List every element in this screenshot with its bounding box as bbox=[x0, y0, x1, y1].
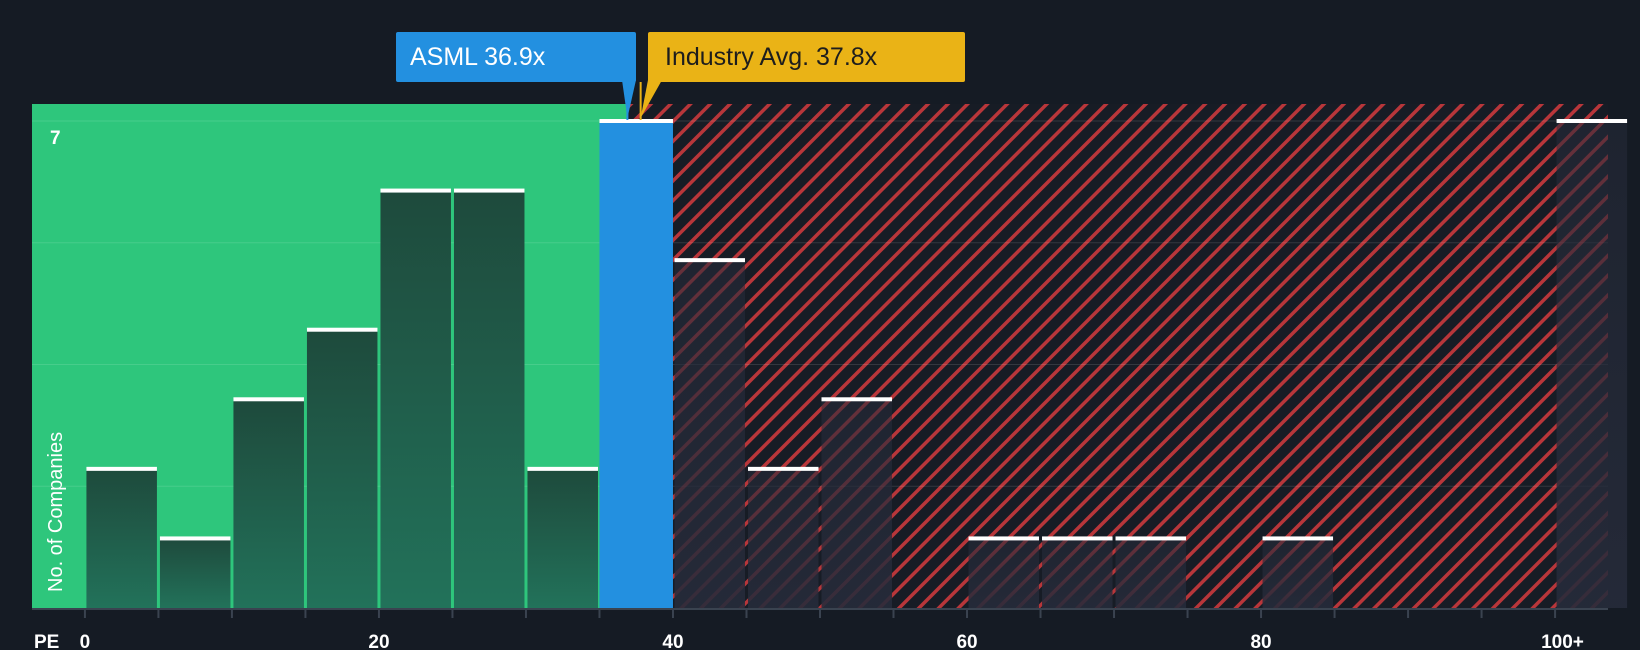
bar-top-marker bbox=[599, 119, 673, 123]
x-tick-label: 100+ bbox=[1541, 632, 1584, 650]
x-tick-label: 40 bbox=[662, 632, 683, 650]
bar bbox=[674, 260, 745, 608]
industry-callout bbox=[648, 32, 965, 82]
bar bbox=[453, 190, 525, 609]
bar-top-marker bbox=[86, 466, 157, 471]
x-tick-label: 0 bbox=[80, 632, 91, 650]
bar-top-marker bbox=[380, 188, 451, 193]
bar bbox=[1262, 538, 1334, 608]
bar-top-marker bbox=[159, 536, 231, 541]
bar bbox=[233, 399, 304, 608]
x-axis-label: PE bbox=[34, 632, 59, 650]
bar-top-marker bbox=[821, 397, 893, 402]
bar bbox=[306, 329, 378, 608]
bar bbox=[380, 190, 451, 609]
bar bbox=[747, 468, 819, 608]
bar-top-marker bbox=[1042, 536, 1113, 541]
bar bbox=[86, 468, 157, 608]
bar-top-marker bbox=[1115, 536, 1187, 541]
company-callout-label: ASML 36.9x bbox=[410, 43, 546, 71]
x-tick-label: 60 bbox=[956, 632, 977, 650]
bar-top-marker bbox=[968, 536, 1040, 541]
industry-marker-pointer bbox=[640, 80, 662, 118]
bars bbox=[86, 119, 1628, 609]
bar bbox=[1556, 121, 1628, 608]
y-axis-label: No. of Companies bbox=[45, 432, 67, 592]
bar-top-marker bbox=[306, 327, 378, 332]
callouts: ASML 36.9x Industry Avg. 37.8x bbox=[396, 32, 965, 120]
x-tick-label: 80 bbox=[1250, 632, 1271, 650]
bar bbox=[1042, 538, 1113, 608]
company-marker-pointer bbox=[622, 80, 636, 118]
bar-top-marker bbox=[233, 397, 304, 402]
bar-top-marker bbox=[453, 188, 525, 193]
bar bbox=[1115, 538, 1187, 608]
x-tick-label: 20 bbox=[368, 632, 389, 650]
x-axis-ticks: 0 20 40 60 80 100+ bbox=[80, 609, 1584, 650]
bar bbox=[968, 538, 1040, 608]
industry-callout-label: Industry Avg. 37.8x bbox=[665, 43, 878, 71]
bar-top-marker bbox=[1556, 119, 1628, 123]
bar bbox=[599, 121, 673, 608]
bar-top-marker bbox=[674, 258, 745, 263]
y-axis-max-label: 7 bbox=[50, 128, 61, 149]
bar bbox=[159, 538, 231, 608]
bar-top-marker bbox=[747, 466, 819, 471]
bar bbox=[821, 399, 893, 608]
company-callout bbox=[396, 32, 636, 82]
bar-top-marker bbox=[1262, 536, 1334, 541]
bar-top-marker bbox=[527, 466, 598, 471]
bar bbox=[527, 468, 598, 608]
